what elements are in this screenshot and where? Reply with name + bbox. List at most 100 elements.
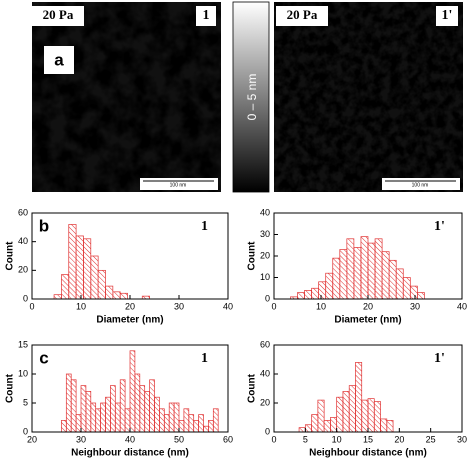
x-tick-label: 30 xyxy=(76,434,86,444)
scale-label: 100 nm xyxy=(170,182,187,188)
bar xyxy=(380,418,388,433)
bar xyxy=(353,247,362,300)
bar xyxy=(83,238,92,300)
bar xyxy=(168,402,175,433)
bar xyxy=(95,408,101,433)
bar xyxy=(65,373,72,433)
sample-label: 1' xyxy=(442,8,453,23)
bar xyxy=(114,402,121,433)
scale-label: 100 nm xyxy=(412,182,429,188)
y-tick-label: 5 xyxy=(23,397,28,407)
y-tick-label: 60 xyxy=(260,339,270,349)
bar xyxy=(159,408,165,433)
sample-label: 1 xyxy=(203,8,210,23)
bar xyxy=(149,379,155,433)
bar xyxy=(386,420,394,433)
afm-image: 20 Pa 1 a 100 nm xyxy=(32,2,221,192)
y-tick-label: 40 xyxy=(260,207,270,217)
bar xyxy=(388,259,397,300)
x-tick-label: 20 xyxy=(125,301,135,311)
bar xyxy=(100,402,106,433)
x-axis-label: Diameter (nm) xyxy=(334,315,401,326)
bar xyxy=(374,238,383,300)
x-tick-label: 0 xyxy=(29,301,34,311)
y-tick-label: 0 xyxy=(265,426,270,436)
x-tick-label: 0 xyxy=(271,301,276,311)
sample-label: 1 xyxy=(201,351,208,366)
x-tick-label: 0 xyxy=(271,434,276,444)
x-axis-label: Diameter (nm) xyxy=(96,315,163,326)
x-tick-label: 30 xyxy=(174,301,184,311)
bar xyxy=(90,402,97,433)
afm-image: 20 Pa 1' 100 nm xyxy=(274,2,463,192)
x-tick-label: 40 xyxy=(223,301,233,311)
bar xyxy=(119,292,128,300)
bar xyxy=(178,420,185,433)
bar xyxy=(183,408,190,433)
bar xyxy=(381,251,390,300)
pressure-label: 20 Pa xyxy=(43,7,74,22)
bar xyxy=(188,414,195,433)
y-tick-label: 0 xyxy=(23,293,28,303)
y-tick-label: 20 xyxy=(18,265,28,275)
bar xyxy=(304,290,312,300)
bar xyxy=(90,255,99,300)
x-axis-label: Neighbour distance (nm) xyxy=(71,448,189,459)
x-tick-label: 20 xyxy=(27,434,37,444)
panel-letter: c xyxy=(39,348,48,367)
y-tick-label: 10 xyxy=(260,272,270,282)
bar xyxy=(339,249,348,300)
y-tick-label: 40 xyxy=(18,236,28,246)
x-tick-label: 10 xyxy=(76,301,86,311)
bar xyxy=(304,424,312,433)
bar xyxy=(53,294,62,300)
sample-label: 1' xyxy=(434,219,445,234)
bar xyxy=(323,420,331,433)
bar xyxy=(355,362,363,433)
bar xyxy=(298,427,306,433)
y-axis-label: Count xyxy=(5,241,16,271)
bar xyxy=(317,399,325,433)
y-tick-label: 0 xyxy=(265,293,270,303)
bar xyxy=(367,398,375,433)
y-tick-label: 40 xyxy=(260,368,270,378)
bar xyxy=(330,417,338,433)
bar xyxy=(68,224,77,300)
bar xyxy=(154,396,160,433)
x-tick-label: 10 xyxy=(332,434,342,444)
bar xyxy=(75,414,82,433)
bar xyxy=(110,385,116,433)
x-tick-label: 40 xyxy=(457,301,467,311)
pressure-label: 20 Pa xyxy=(287,7,318,22)
x-tick-label: 50 xyxy=(174,434,184,444)
bar xyxy=(360,236,369,300)
bar xyxy=(348,385,356,433)
bar xyxy=(61,274,70,300)
bar xyxy=(193,420,199,433)
x-tick-label: 20 xyxy=(394,434,404,444)
y-axis-label: Count xyxy=(247,241,258,271)
bar xyxy=(361,399,369,433)
bar xyxy=(311,414,319,433)
bar xyxy=(198,414,204,433)
bar xyxy=(325,272,334,300)
y-tick-label: 10 xyxy=(18,368,28,378)
bar xyxy=(417,292,425,300)
x-tick-label: 25 xyxy=(426,434,436,444)
bar xyxy=(297,292,305,300)
bar xyxy=(342,391,350,433)
colorbar: 0 – 5 nm xyxy=(232,1,270,193)
panel-letter: b xyxy=(39,216,49,235)
bar xyxy=(97,269,106,300)
y-tick-label: 15 xyxy=(18,339,28,349)
bar xyxy=(105,285,114,300)
x-tick-label: 60 xyxy=(223,434,233,444)
x-tick-label: 30 xyxy=(457,434,467,444)
bar xyxy=(105,396,111,433)
bar xyxy=(75,235,84,300)
bar xyxy=(395,268,404,300)
x-tick-label: 30 xyxy=(410,301,420,311)
x-tick-label: 5 xyxy=(303,434,308,444)
bar xyxy=(124,408,131,433)
